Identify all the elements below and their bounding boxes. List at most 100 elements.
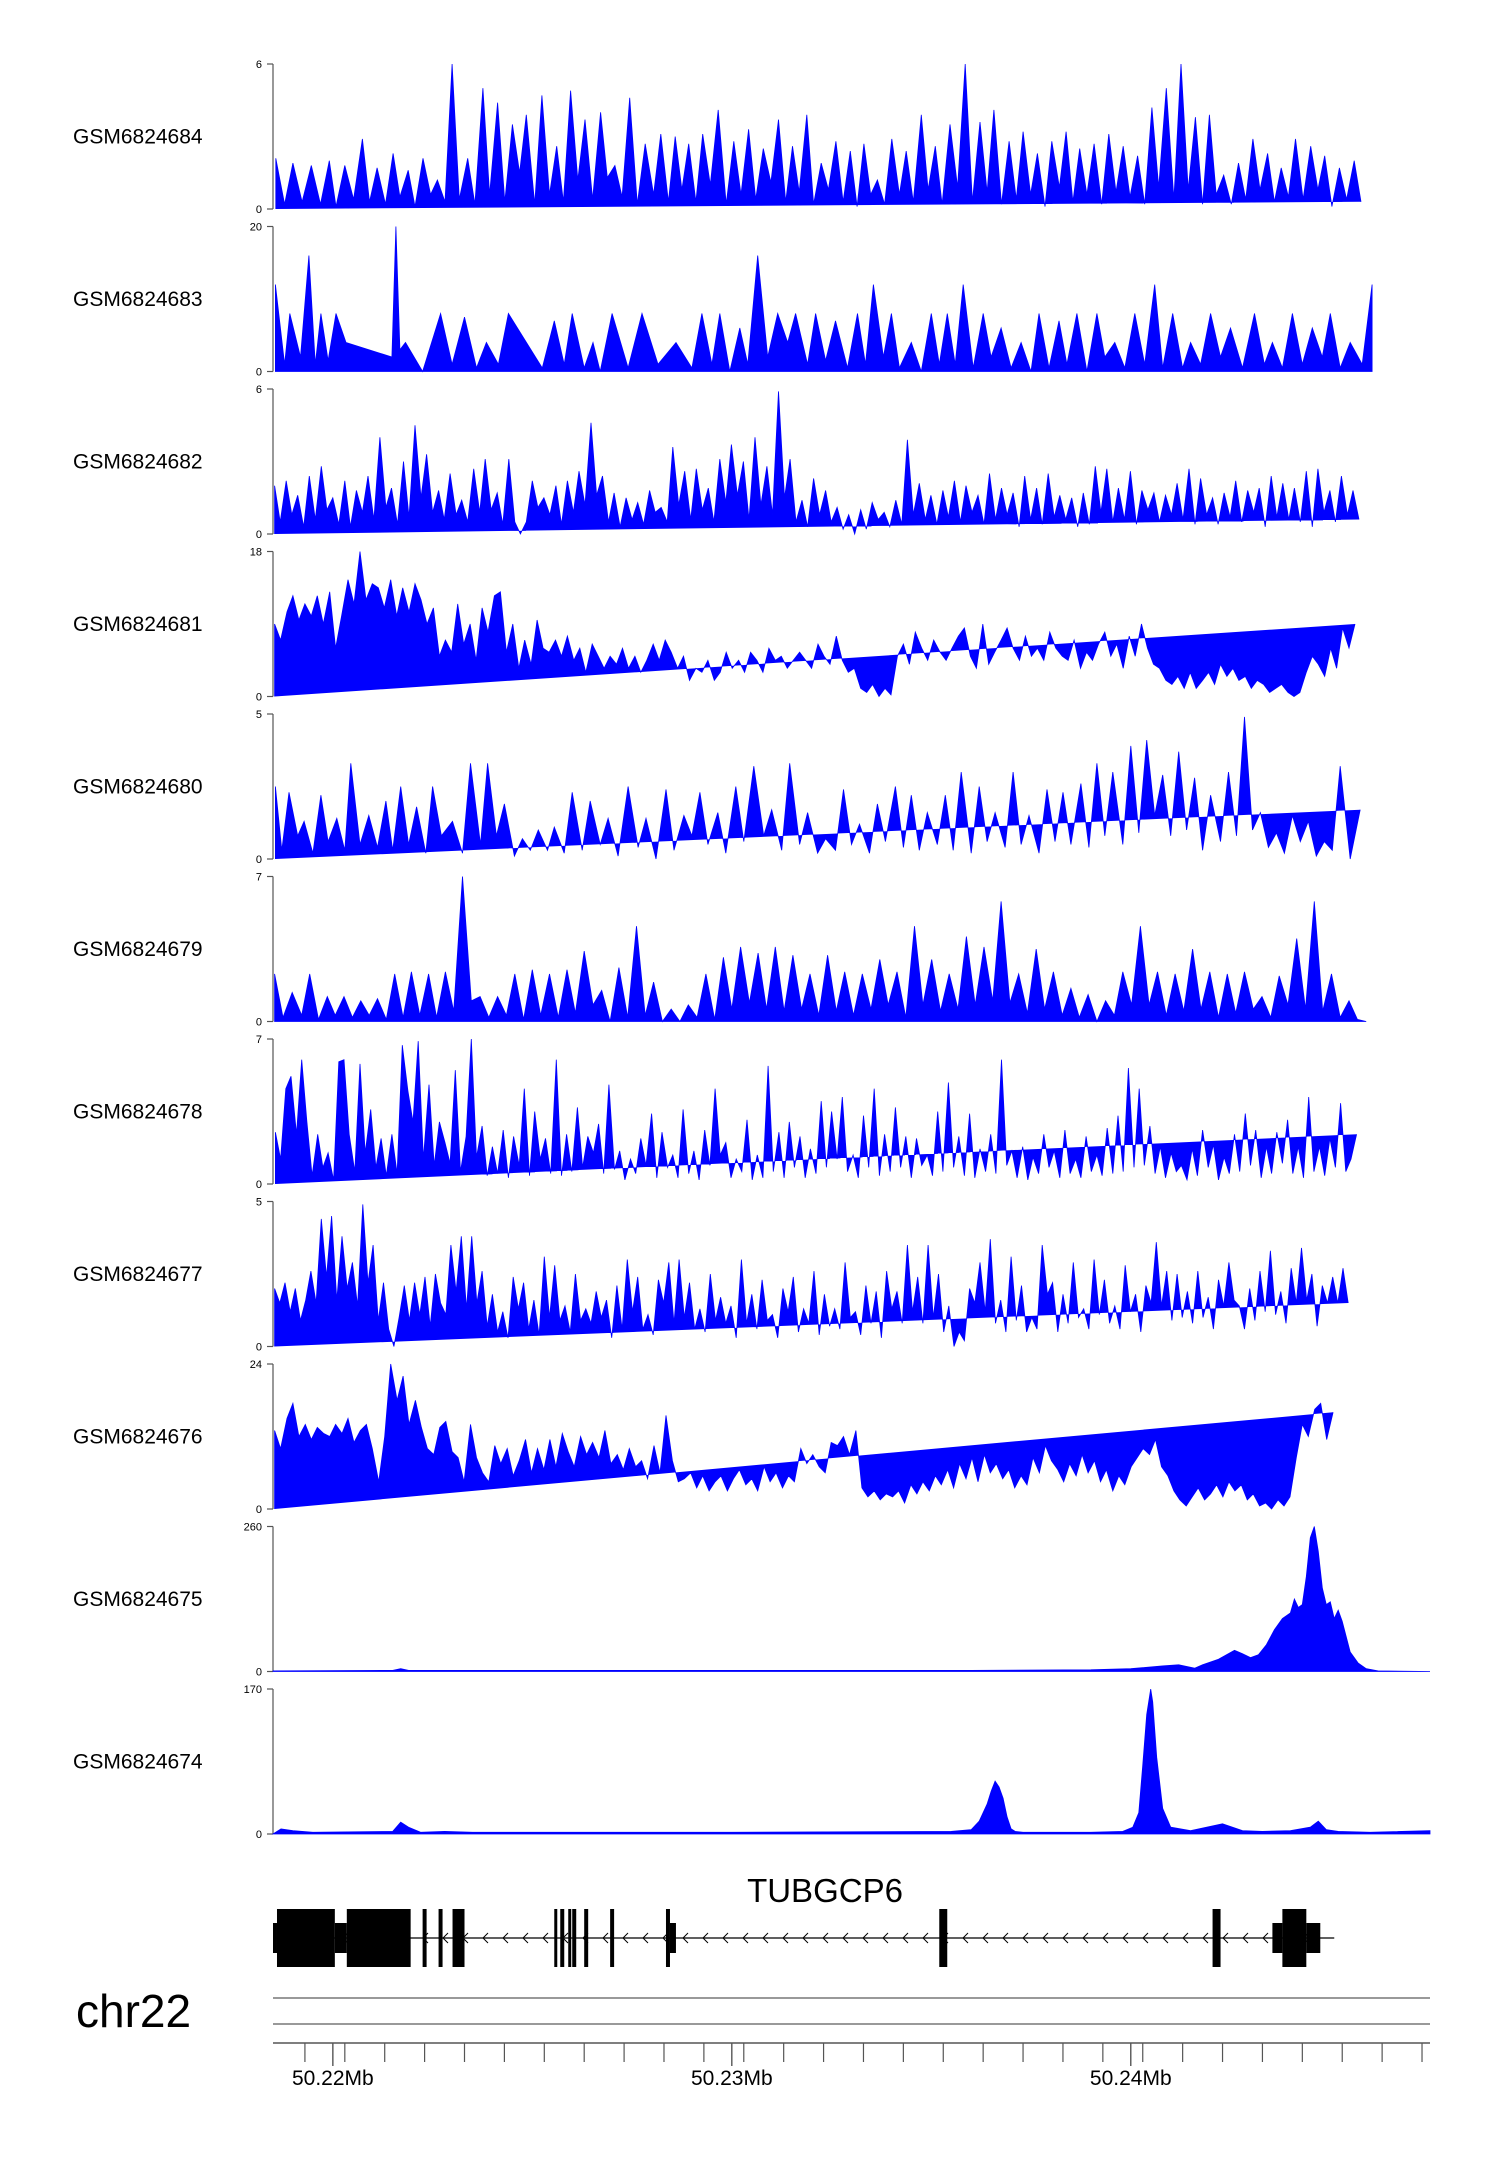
strand-arrow: [642, 1932, 649, 1944]
coding-exon: [572, 1909, 577, 1967]
y-axis-max-label: 24: [250, 1359, 262, 1371]
strand-arrow: [1262, 1932, 1269, 1944]
y-axis-max-label: 5: [256, 1197, 262, 1209]
track-label: GSM6824684: [73, 126, 203, 149]
coding-exon: [939, 1909, 948, 1967]
track-GSM6824678: GSM6824678 7 0: [73, 1034, 1357, 1191]
chromosome-label: chr22: [76, 1985, 191, 2037]
signal-area: [272, 1526, 1431, 1672]
gene-name-label: TUBGCP6: [747, 1872, 903, 1909]
coding-exon: [610, 1909, 615, 1967]
utr-exon: [334, 1923, 347, 1953]
strand-arrow: [822, 1932, 829, 1944]
signal-area: [274, 1204, 1349, 1347]
strand-arrow: [1062, 1932, 1069, 1944]
track-GSM6824680: GSM6824680 5 0: [73, 709, 1361, 866]
signal-area: [274, 1363, 1334, 1510]
track-GSM6824681: GSM6824681 18 0: [73, 547, 1356, 704]
strand-arrow: [842, 1932, 849, 1944]
strand-arrow: [1202, 1932, 1209, 1944]
signal-tracks: GSM682468460GSM6824683200GSM682468260GSM…: [73, 59, 1431, 1841]
utr-exon: [273, 1923, 277, 1953]
y-axis-min-label: 0: [256, 1342, 262, 1354]
coding-exon: [438, 1909, 443, 1967]
gene-structure: [273, 1909, 1335, 1967]
strand-arrow: [1042, 1932, 1049, 1944]
strand-arrow: [922, 1932, 929, 1944]
strand-arrow: [762, 1932, 769, 1944]
strand-arrow: [862, 1932, 869, 1944]
signal-area: [275, 1038, 1357, 1184]
y-axis-min-label: 0: [256, 1667, 262, 1679]
y-axis-max-label: 7: [256, 1034, 262, 1046]
utr-exon: [1306, 1923, 1321, 1953]
strand-arrow: [982, 1932, 989, 1944]
y-axis-min-label: 0: [256, 529, 262, 541]
y-axis-min-label: 0: [256, 692, 262, 704]
coding-exon: [1212, 1909, 1221, 1967]
strand-arrow: [502, 1932, 509, 1944]
coding-exon: [422, 1909, 427, 1967]
axis-tick-label: 50.22Mb: [292, 2067, 374, 2090]
utr-exon: [1272, 1923, 1283, 1953]
strand-arrow: [1022, 1932, 1029, 1944]
y-axis-max-label: 6: [256, 59, 262, 71]
strand-arrow: [722, 1932, 729, 1944]
axis-tick-label: 50.24Mb: [1090, 2067, 1172, 2090]
coding-exon: [554, 1909, 558, 1967]
strand-arrow: [522, 1932, 529, 1944]
signal-area: [271, 1688, 1431, 1835]
track-GSM6824684: GSM6824684 6 0: [73, 59, 1362, 216]
track-GSM6824676: GSM6824676 24 0: [73, 1359, 1334, 1516]
track-label: GSM6824680: [73, 776, 203, 799]
coding-exon: [584, 1909, 589, 1967]
strand-arrow: [1122, 1932, 1129, 1944]
track-GSM6824677: GSM6824677 5 0: [73, 1197, 1349, 1354]
signal-area: [274, 876, 1367, 1023]
y-axis-min-label: 0: [256, 1017, 262, 1029]
strand-arrow: [622, 1932, 629, 1944]
coding-exon: [346, 1909, 411, 1967]
y-axis-min-label: 0: [256, 1179, 262, 1191]
strand-arrow: [1002, 1932, 1009, 1944]
signal-area: [275, 226, 1373, 373]
y-axis-min-label: 0: [256, 367, 262, 379]
track-label: GSM6824677: [73, 1263, 203, 1286]
track-label: GSM6824674: [73, 1751, 203, 1774]
strand-arrow: [962, 1932, 969, 1944]
coding-exon: [1282, 1909, 1307, 1967]
y-axis-max-label: 260: [244, 1522, 262, 1534]
strand-arrow: [902, 1932, 909, 1944]
axis-tick-label: 50.23Mb: [691, 2067, 773, 2090]
utr-exon: [669, 1923, 676, 1953]
track-label: GSM6824675: [73, 1588, 203, 1611]
strand-arrow: [1182, 1932, 1189, 1944]
strand-arrow: [1242, 1932, 1249, 1944]
y-axis-min-label: 0: [256, 1504, 262, 1516]
axis-ticks: 50.22Mb 50.23Mb 50.24Mb: [292, 2043, 1423, 2090]
strand-arrow: [1162, 1932, 1169, 1944]
strand-arrow: [702, 1932, 709, 1944]
coding-exon: [560, 1909, 565, 1967]
track-GSM6824675: GSM6824675 260 0: [73, 1522, 1431, 1679]
y-axis-max-label: 18: [250, 547, 262, 559]
signal-area: [274, 391, 1360, 536]
y-axis-max-label: 7: [256, 872, 262, 884]
track-GSM6824679: GSM6824679 7 0: [73, 872, 1367, 1029]
y-axis-min-label: 0: [256, 1829, 262, 1841]
strand-arrow: [602, 1932, 609, 1944]
strand-arrow: [482, 1932, 489, 1944]
gene-annotation-track: TUBGCP6: [273, 1872, 1335, 1967]
coding-exon: [665, 1909, 670, 1967]
signal-area: [274, 551, 1356, 698]
y-axis-max-label: 20: [250, 222, 262, 234]
track-label: GSM6824676: [73, 1426, 203, 1449]
y-axis-max-label: 5: [256, 709, 262, 721]
strand-arrow: [1102, 1932, 1109, 1944]
coding-exon: [276, 1909, 335, 1967]
strand-arrow: [742, 1932, 749, 1944]
strand-arrow: [682, 1932, 689, 1944]
y-axis-max-label: 6: [256, 384, 262, 396]
coding-exon: [452, 1909, 465, 1967]
